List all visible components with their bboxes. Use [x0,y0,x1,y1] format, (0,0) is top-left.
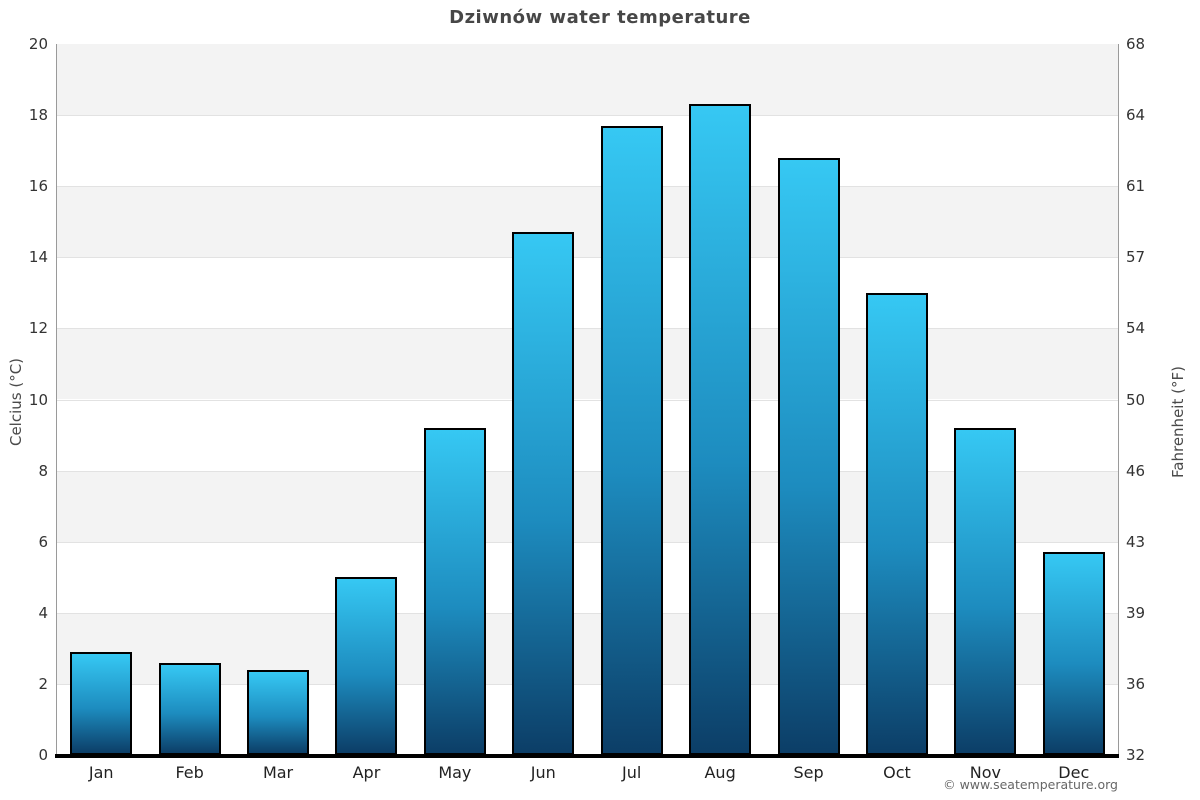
bar-jun [512,232,575,755]
grid-band [57,612,1118,684]
bar-jul [600,125,663,755]
gridline [57,186,1118,188]
y-tick-fahrenheit-64: 64 [1126,106,1146,125]
bar-dec [1042,552,1105,755]
x-axis-line [55,754,1119,758]
bar-jan [70,651,133,755]
x-tick-jul: Jul [622,763,642,782]
y-tick-celsius-16: 16 [28,177,48,196]
bar-oct [865,292,928,755]
x-tick-jan: Jan [88,763,114,782]
gridline [57,612,1118,614]
bar-apr [335,577,398,755]
bar-mar [247,669,310,755]
bar-feb [158,662,221,755]
gridline [57,115,1118,117]
y-tick-fahrenheit-32: 32 [1126,746,1146,764]
x-tick-feb: Feb [175,763,204,782]
chart-title: Dziwnów water temperature [449,7,751,28]
x-tick-jun: Jun [530,763,556,782]
gridline [57,328,1118,330]
x-tick-dec: Dec [1058,763,1090,782]
y-tick-celsius-18: 18 [28,106,48,125]
bar-nov [954,427,1017,755]
x-tick-may: May [438,763,472,782]
x-tick-mar: Mar [262,763,294,782]
y-tick-fahrenheit-36: 36 [1126,674,1146,693]
grid-band [57,470,1118,542]
y-tick-fahrenheit-68: 68 [1126,35,1146,53]
grid-band [57,44,1118,116]
y-tick-fahrenheit-50: 50 [1126,390,1146,409]
y-tick-fahrenheit-46: 46 [1126,461,1146,480]
grid-band [57,328,1118,400]
x-tick-nov: Nov [969,763,1001,782]
y-axis-line-right [1118,44,1119,756]
x-tick-apr: Apr [352,763,381,782]
y-tick-celsius-6: 6 [38,532,48,551]
y-tick-celsius-14: 14 [28,248,48,267]
y-tick-fahrenheit-61: 61 [1126,177,1146,196]
x-tick-aug: Aug [704,763,736,782]
y-axis-line-left [56,44,57,756]
bar-sep [777,157,840,755]
grid-band [57,186,1118,258]
y-tick-fahrenheit-57: 57 [1126,248,1146,267]
footer-credit: © www.seatemperature.org [943,777,1118,792]
y-tick-celsius-4: 4 [38,603,48,622]
x-tick-oct: Oct [883,763,911,782]
y-tick-fahrenheit-39: 39 [1126,603,1146,622]
y-tick-fahrenheit-43: 43 [1126,532,1146,551]
gridline [57,470,1118,472]
gridline [57,541,1118,543]
y-tick-celsius-2: 2 [38,674,48,693]
y-tick-fahrenheit-54: 54 [1126,319,1146,338]
plot-area [57,44,1118,755]
bar-aug [689,104,752,755]
bar-may [423,427,486,755]
gridline [57,683,1118,685]
y-tick-celsius-20: 20 [28,35,48,53]
gridline [57,399,1118,401]
y-tick-celsius-12: 12 [28,319,48,338]
y-tick-celsius-0: 0 [38,746,48,764]
gridline [57,257,1118,259]
x-tick-sep: Sep [793,763,824,782]
y-tick-celsius-10: 10 [28,390,48,409]
y-tick-celsius-8: 8 [38,461,48,480]
